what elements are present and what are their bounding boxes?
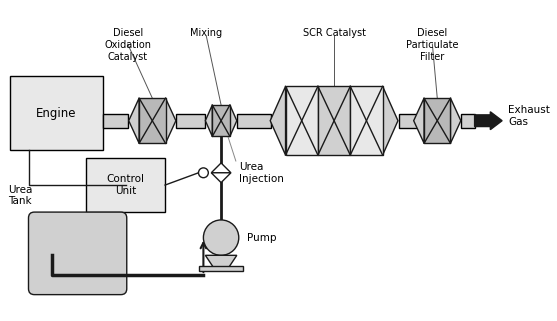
Polygon shape bbox=[451, 98, 461, 143]
Bar bbox=[286, 86, 318, 155]
Polygon shape bbox=[270, 86, 286, 155]
Polygon shape bbox=[129, 98, 139, 143]
Polygon shape bbox=[206, 255, 237, 267]
FancyArrow shape bbox=[475, 112, 502, 130]
Text: Urea
Tank: Urea Tank bbox=[8, 185, 32, 206]
Circle shape bbox=[203, 220, 239, 255]
Bar bbox=[199, 266, 243, 271]
Polygon shape bbox=[206, 105, 212, 136]
Bar bbox=[10, 76, 103, 150]
Polygon shape bbox=[165, 98, 176, 143]
Bar bbox=[237, 114, 271, 127]
Polygon shape bbox=[230, 105, 237, 136]
Bar bbox=[212, 105, 230, 136]
Bar bbox=[461, 114, 475, 127]
Circle shape bbox=[198, 168, 208, 178]
Text: Urea
Injection: Urea Injection bbox=[239, 162, 284, 184]
Text: Pump: Pump bbox=[247, 233, 276, 243]
Polygon shape bbox=[383, 86, 398, 155]
Bar bbox=[176, 114, 206, 127]
Text: Exhaust
Gas: Exhaust Gas bbox=[508, 105, 550, 126]
Text: Diesel
Oxidation
Catalyst: Diesel Oxidation Catalyst bbox=[104, 28, 152, 62]
Text: Diesel
Particulate
Filter: Diesel Particulate Filter bbox=[406, 28, 458, 62]
Bar bbox=[424, 98, 451, 143]
Bar bbox=[86, 158, 165, 212]
Bar bbox=[399, 114, 421, 127]
Polygon shape bbox=[414, 98, 424, 143]
Text: Engine: Engine bbox=[36, 107, 77, 120]
FancyBboxPatch shape bbox=[28, 212, 127, 295]
Text: Control
Unit: Control Unit bbox=[107, 174, 145, 196]
Polygon shape bbox=[211, 163, 231, 173]
Text: SCR Catalyst: SCR Catalyst bbox=[302, 28, 365, 38]
Polygon shape bbox=[211, 173, 231, 183]
Text: Mixing: Mixing bbox=[190, 28, 222, 38]
Bar bbox=[139, 98, 165, 143]
Bar bbox=[350, 86, 383, 155]
Bar bbox=[318, 86, 350, 155]
Bar bbox=[103, 114, 128, 127]
